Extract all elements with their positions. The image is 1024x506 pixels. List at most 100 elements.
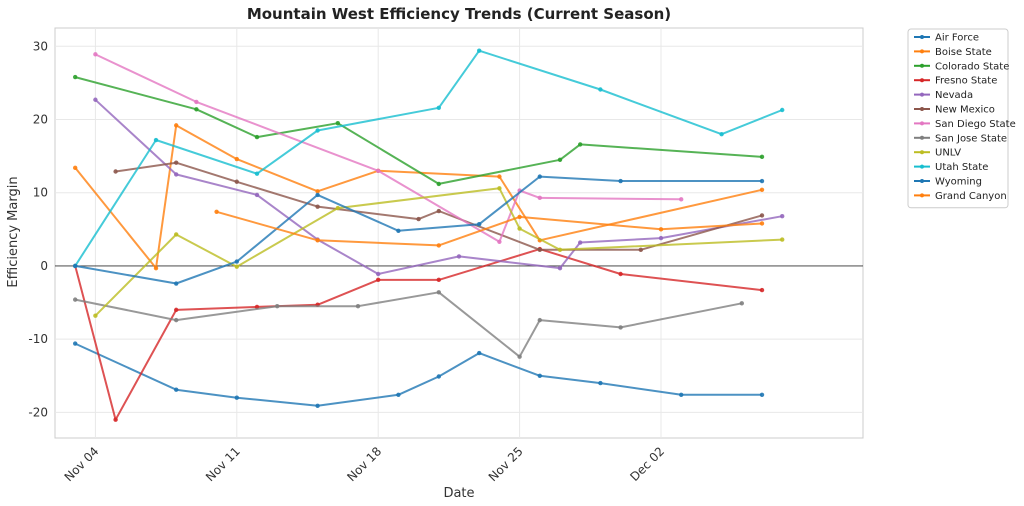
legend-item: Fresno State: [914, 76, 997, 87]
series-san-jose-state: [73, 290, 744, 359]
data-point: [537, 174, 542, 179]
x-tick-label: Nov 11: [203, 444, 243, 484]
legend-label: UNLV: [935, 148, 961, 159]
data-point: [234, 156, 239, 162]
data-point: [73, 341, 78, 346]
data-point: [436, 181, 441, 187]
series-san-diego-state: [93, 52, 684, 244]
data-point: [376, 271, 381, 277]
data-point: [93, 52, 98, 57]
legend-item: Wyoming: [914, 177, 982, 188]
data-point: [214, 209, 219, 214]
legend-marker: [920, 135, 924, 140]
data-point: [456, 254, 462, 259]
data-point: [618, 325, 623, 330]
legend-marker: [920, 92, 924, 97]
data-point: [517, 354, 522, 359]
legend-item: Boise State: [914, 47, 992, 58]
data-point: [335, 120, 340, 126]
data-point: [436, 290, 441, 295]
data-point: [73, 165, 78, 171]
y-tick-label: 30: [33, 39, 48, 53]
data-point: [416, 216, 421, 222]
data-point: [315, 403, 320, 408]
series-line: [74, 76, 763, 185]
data-point: [174, 281, 179, 286]
data-point: [93, 313, 98, 318]
data-point: [517, 226, 522, 231]
data-point: [537, 195, 542, 201]
x-axis-ticks: Nov 04 Nov 11 Nov 18 Nov 25 Dec 02: [62, 444, 668, 484]
data-point: [234, 395, 239, 400]
data-point: [557, 157, 563, 162]
data-point: [679, 392, 684, 398]
x-tick-label: Nov 04: [62, 444, 102, 484]
data-point: [113, 417, 118, 422]
y-tick-label: 10: [33, 186, 48, 200]
data-point: [396, 228, 401, 234]
data-point: [679, 197, 684, 202]
data-point: [497, 174, 502, 179]
legend-item: San Jose State: [914, 133, 1007, 144]
data-point: [517, 214, 522, 220]
chart-title: Mountain West Efficiency Trends (Current…: [247, 5, 671, 23]
legend-marker: [920, 35, 924, 39]
legend-label: Wyoming: [935, 177, 982, 188]
data-point: [194, 99, 199, 105]
data-point: [234, 264, 239, 269]
x-axis-label: Date: [443, 486, 474, 501]
legend-item: Utah State: [914, 162, 988, 173]
data-point: [578, 142, 583, 147]
data-point: [234, 259, 239, 264]
data-point: [739, 301, 744, 306]
legend-marker: [920, 193, 924, 198]
legend-label: New Mexico: [935, 105, 995, 116]
legend-label: Colorado State: [935, 61, 1009, 72]
y-tick-label: -10: [28, 332, 48, 346]
data-point: [497, 239, 502, 244]
series-grand-canyon: [214, 209, 765, 248]
data-point: [315, 128, 320, 133]
legend-marker: [920, 121, 924, 126]
data-point: [174, 307, 179, 313]
data-point: [537, 373, 542, 378]
series-colorado-state: [73, 74, 765, 187]
legend-marker: [920, 150, 924, 155]
legend-label: Air Force: [935, 33, 979, 44]
y-tick-label: 20: [33, 113, 48, 127]
series-boise-state: [73, 123, 765, 271]
data-point: [436, 208, 441, 214]
data-point: [315, 238, 320, 243]
data-point: [194, 107, 199, 112]
data-point: [234, 179, 239, 184]
data-point: [719, 131, 724, 137]
series-wyoming: [73, 174, 765, 286]
data-point: [780, 213, 785, 219]
data-point: [618, 271, 623, 277]
data-point: [537, 247, 542, 253]
legend-item: Nevada: [914, 90, 973, 101]
series-line: [216, 210, 763, 247]
data-point: [477, 222, 482, 227]
data-point: [497, 186, 502, 191]
data-point: [174, 172, 179, 177]
series-nevada: [93, 97, 785, 277]
data-point: [254, 134, 260, 140]
data-point: [93, 97, 98, 102]
data-point: [73, 263, 78, 269]
data-point: [174, 317, 179, 323]
legend-item: UNLV: [914, 148, 961, 159]
legend-item: Air Force: [914, 33, 979, 44]
data-point: [658, 235, 664, 241]
legend-label: Utah State: [935, 162, 988, 173]
data-point: [436, 374, 441, 379]
data-point: [153, 137, 159, 143]
data-point: [477, 350, 482, 356]
data-point: [315, 192, 320, 198]
data-point: [658, 227, 664, 232]
data-point: [759, 221, 765, 226]
series-line: [94, 99, 783, 275]
data-point: [113, 169, 118, 174]
data-point: [174, 387, 179, 392]
legend: Air Force Boise State Colorado State Fresno…: [907, 28, 1016, 209]
